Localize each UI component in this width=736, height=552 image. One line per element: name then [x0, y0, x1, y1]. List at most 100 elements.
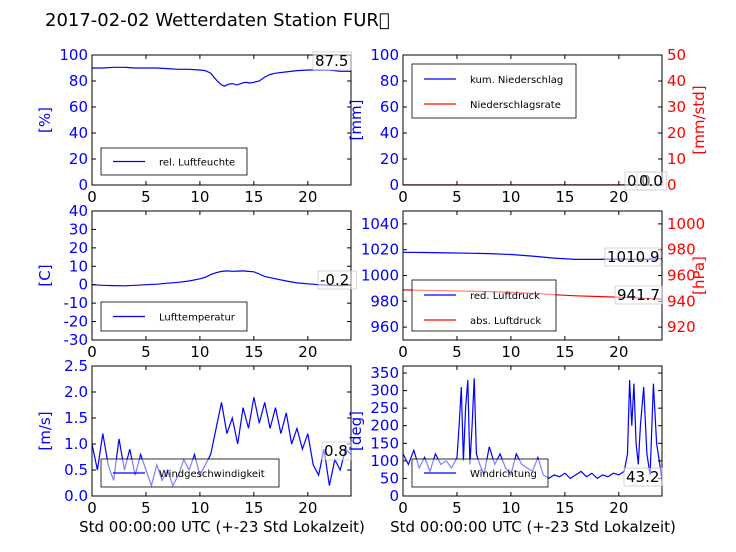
y-tick-label-left: 250	[370, 399, 399, 417]
legend-box	[411, 279, 557, 332]
y-tick-label-left: 1.0	[64, 435, 88, 453]
x-tick-label: 10	[190, 499, 209, 517]
x-axis-label-left: Std 00:00:00 UTC (+-23 Std Lokalzeit)	[79, 518, 365, 536]
current-value-box	[317, 270, 357, 290]
panel-temperature: 0 5 10 15 20-30-20-10010203040[C]Lufttempera…	[36, 202, 357, 361]
figure-title: 2017-02-02 Wetterdaten Station FUR 	[45, 10, 390, 31]
y-tick-label-left: 1000	[361, 267, 399, 285]
y-axis-label-left: [mm]	[347, 100, 365, 141]
current-value: 0.8	[324, 442, 348, 460]
x-tick-label: 5	[452, 343, 462, 361]
x-tick-label: 20	[298, 343, 317, 361]
plot-frame	[91, 54, 352, 186]
y-tick-label-right: 980	[667, 241, 696, 259]
legend-label: abs. Luftdruck	[470, 316, 541, 327]
y-tick-label-left: 0	[78, 276, 88, 294]
current-value: 87.5	[315, 52, 348, 70]
y-tick-label-left: 40	[380, 124, 399, 142]
x-tick-label: 5	[452, 499, 462, 517]
y-axis-label-left: [C]	[36, 264, 54, 286]
y-tick-label-left: 50	[380, 469, 399, 487]
legend-label: Niederschlagsrate	[470, 100, 561, 111]
y-tick-label-left: 60	[380, 98, 399, 116]
y-tick-label-left: 30	[69, 220, 88, 238]
y-axis-label-left: [%]	[36, 107, 54, 133]
y-tick-label-left: 1040	[361, 215, 399, 233]
x-tick-label: 10	[190, 188, 209, 206]
current-value-box	[321, 441, 353, 461]
y-tick-label-left: 20	[69, 150, 88, 168]
plot-frame	[402, 54, 663, 186]
x-tick-label: 0	[87, 188, 97, 206]
y-tick-label-right: 960	[667, 267, 696, 285]
y-tick-label-left: 100	[59, 46, 88, 64]
current-value: 1010.9	[607, 248, 660, 266]
x-tick-label: 15	[555, 343, 574, 361]
panel-humidity: 0 5 10 15 20 0 20 40 60 80 100 [%] rel. Luftfeuchte 8…	[36, 46, 352, 206]
y-axis-label-right: [mm/std]	[690, 85, 708, 154]
panel-precip: 0 5 10 15 20 0 20 40 60 80 100 0 10 20 30 40 50 [mm/std] […	[347, 46, 708, 206]
x-tick-label: 15	[244, 343, 263, 361]
y-tick-label-left: 0	[78, 176, 88, 194]
x-tick-label: 0	[87, 343, 97, 361]
x-tick-label: 5	[141, 343, 151, 361]
x-tick-label: 15	[555, 188, 574, 206]
y-tick-label-left: 80	[380, 72, 399, 90]
x-tick-label: 15	[555, 499, 574, 517]
y-tick-label-left: 100	[370, 46, 399, 64]
legend-label: Windgeschwindigkeit	[159, 469, 265, 480]
y-tick-label-left: 980	[370, 292, 399, 310]
y-tick-label-left: -20	[64, 313, 89, 331]
x-tick-label: 0	[398, 343, 408, 361]
series-line-humidity-0	[92, 66, 351, 87]
x-tick-label: 5	[141, 499, 151, 517]
y-tick-label-left: 20	[69, 239, 88, 257]
legend-box	[411, 63, 577, 119]
x-tick-label: 0	[398, 499, 408, 517]
x-tick-label: 0	[398, 188, 408, 206]
x-tick-label: 5	[452, 188, 462, 206]
legend-label: kum. Niederschlag	[470, 75, 563, 86]
y-tick-label-right: 20	[667, 124, 686, 142]
current-value: -0.2	[320, 271, 349, 289]
y-tick-label-left: 0.0	[64, 487, 88, 505]
series-line-temperature-0	[92, 270, 351, 287]
y-tick-label-left: -10	[64, 294, 89, 312]
x-tick-label: 10	[501, 188, 520, 206]
panel-winddir: 0 5 10 15 20050100150200250300350[deg]Windri…	[347, 364, 663, 517]
y-tick-label-left: 150	[370, 434, 399, 452]
current-value-box	[623, 467, 663, 487]
y-axis-label-left: [m/s]	[36, 411, 54, 450]
y-tick-label-right: 50	[667, 46, 686, 64]
plot-frame	[402, 365, 663, 497]
legend-label: Windrichtung	[470, 469, 537, 480]
y-tick-label-right: 40	[667, 72, 686, 90]
y-tick-label-left: 10	[69, 257, 88, 275]
y-tick-label-left: -30	[64, 331, 89, 349]
x-tick-label: 15	[244, 499, 263, 517]
current-value-secondary-box	[636, 171, 668, 191]
y-tick-label-left: 300	[370, 382, 399, 400]
y-tick-label-left: 80	[69, 72, 88, 90]
current-value-secondary: 941.7	[617, 286, 660, 304]
x-tick-label: 20	[609, 499, 628, 517]
y-axis-label-left: [deg]	[347, 411, 365, 451]
y-tick-label-left: 40	[69, 202, 88, 220]
y-tick-label-left: 20	[380, 150, 399, 168]
current-value: 43.2	[626, 468, 659, 486]
y-tick-label-left: 1020	[361, 241, 399, 259]
x-tick-label: 20	[298, 499, 317, 517]
current-value-box	[604, 247, 661, 267]
y-tick-label-left: 100	[370, 452, 399, 470]
x-tick-label: 0	[87, 499, 97, 517]
y-axis-label-right: [hPa]	[690, 256, 708, 295]
y-tick-label-left: 0	[389, 176, 399, 194]
y-tick-label-left: 960	[370, 318, 399, 336]
x-tick-label: 20	[298, 188, 317, 206]
legend-label: red. Luftdruck	[470, 291, 540, 302]
legend-label: Lufttemperatur	[159, 313, 236, 324]
y-tick-label-left: 350	[370, 364, 399, 382]
y-tick-label-right: 0	[667, 176, 677, 194]
y-tick-label-right: 10	[667, 150, 686, 168]
